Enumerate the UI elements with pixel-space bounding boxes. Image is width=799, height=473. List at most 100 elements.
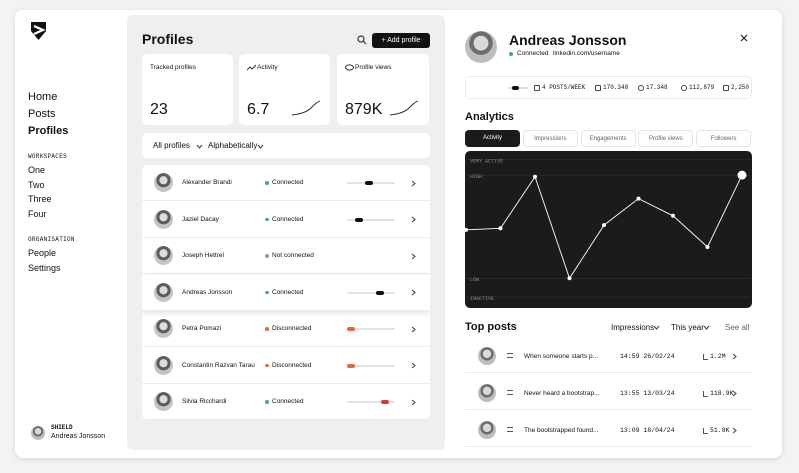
stat-card: Activity 6.7: [239, 54, 330, 125]
stat-icon: [703, 354, 708, 360]
profile-row[interactable]: Jaziel Dacay Connected: [142, 202, 430, 238]
profile-avatar: [154, 246, 173, 265]
nav-item[interactable]: Profiles: [28, 125, 69, 137]
post-date: 13:55 13/03/24: [620, 390, 675, 397]
profile-row[interactable]: Petra Pomazi Disconnected: [142, 311, 430, 347]
progress-track: [347, 401, 395, 403]
stat-icon: [703, 391, 708, 397]
activity-chart: [465, 151, 752, 308]
profile-avatar: [154, 319, 173, 338]
status-dot: [265, 181, 269, 185]
workspace-item[interactable]: Two: [28, 179, 45, 190]
detail-link[interactable]: linkedin.com/username: [553, 50, 620, 57]
post-avatar: [478, 347, 496, 365]
stat-label: Activity: [257, 64, 278, 71]
profile-status: Connected: [272, 215, 304, 223]
stat-value: 6.7: [247, 101, 270, 118]
profile-list: Alexander Brandi Connected Jaziel Dacay Con…: [142, 165, 430, 420]
detail-status: Connected: [517, 50, 549, 57]
post-stat: 51.8K: [710, 427, 730, 434]
see-all-link[interactable]: See all: [725, 323, 750, 332]
stat-card: Tracked profiles 23: [142, 54, 233, 125]
post-avatar: [478, 421, 496, 439]
status-dot: [509, 52, 513, 56]
account-org: SHIELD: [51, 424, 73, 431]
profile-status: Not connected: [272, 252, 314, 259]
profile-status: Disconnected: [272, 325, 312, 332]
post-row[interactable]: [465, 413, 752, 447]
profile-status: Connected: [272, 288, 304, 296]
workspace-item[interactable]: Three: [28, 194, 52, 204]
chevron-line: [732, 353, 737, 360]
profile-row[interactable]: Joseph Hettrel Not connected: [142, 238, 430, 274]
progress-track: [347, 291, 395, 294]
profile-row[interactable]: Andreas Jonsson Connected: [142, 274, 430, 311]
sparkline-path: [291, 100, 321, 116]
detail-stat: 4 POSTS/WEEK: [542, 84, 586, 91]
progress-marker: [381, 400, 389, 404]
profile-row[interactable]: Silvia Ricchardi Connected: [142, 384, 430, 420]
progress-marker: [347, 327, 355, 331]
add-profile-button[interactable]: + Add profile: [372, 33, 430, 48]
profile-row[interactable]: Alexander Brandi Connected: [142, 165, 430, 201]
status-dot: [265, 400, 269, 404]
profile-name: Petra Pomazi: [182, 325, 222, 332]
post-stat: 1.2M: [710, 353, 726, 360]
workspace-item[interactable]: Four: [28, 208, 47, 219]
filter-dropdown[interactable]: All profiles: [153, 141, 190, 150]
profile-avatar: [154, 355, 173, 375]
stat-icon: [345, 64, 354, 71]
icon-line: [345, 64, 354, 71]
row-chevron: [411, 362, 416, 369]
progress-marker: [347, 363, 355, 368]
analytics-tab[interactable]: Impressions: [522, 130, 578, 147]
progress-marker: [365, 181, 373, 185]
dropdown-chevron: [653, 325, 660, 330]
stat-icon: [534, 85, 540, 91]
post-date: 13:09 18/04/24: [620, 427, 675, 434]
progress-track: [347, 218, 395, 221]
post-row[interactable]: [465, 376, 752, 410]
chevron-line: [732, 427, 737, 434]
profile-status: Connected: [272, 179, 304, 186]
post-row[interactable]: [465, 339, 752, 373]
analytics-tab[interactable]: Profile views: [638, 130, 694, 147]
analytics-tab[interactable]: Activity: [465, 130, 520, 147]
chevron-line: [411, 326, 416, 332]
row-chevron: [732, 427, 737, 434]
analytics-tab[interactable]: Engagements: [580, 130, 636, 147]
detail-stat: 170.348: [603, 84, 629, 91]
organisation-item[interactable]: People: [28, 248, 57, 258]
search-icon[interactable]: [357, 35, 367, 45]
stat-icon: [703, 428, 708, 434]
profile-status: Disconnected: [272, 361, 312, 369]
post-stat: 118.9K: [710, 390, 734, 397]
profile-name: Alexander Brandi: [182, 179, 232, 186]
chevron-line: [411, 362, 416, 369]
row-chevron: [411, 216, 416, 223]
close-icon[interactable]: [740, 34, 748, 42]
posts-filter[interactable]: This year: [671, 323, 704, 332]
profile-avatar: [154, 392, 173, 411]
stat-icon: [595, 85, 601, 91]
post-icon: [507, 353, 513, 358]
nav-item[interactable]: Posts: [28, 108, 56, 120]
workspace-item[interactable]: One: [28, 165, 46, 175]
organisation-item[interactable]: Settings: [28, 262, 61, 273]
profile-avatar: [154, 282, 173, 302]
profile-name: Silvia Ricchardi: [182, 398, 227, 405]
profile-name: Constantin Razvan Tarau: [182, 361, 255, 369]
stat-card: Profile views 879K: [337, 54, 429, 125]
posts-filter[interactable]: Impressions: [611, 323, 655, 332]
filter-dropdown[interactable]: Alphabetically: [208, 141, 258, 150]
detail-avatar: [465, 31, 497, 63]
dropdown-chevron: [703, 325, 710, 330]
stat-label: Tracked profiles: [150, 64, 196, 71]
nav-item[interactable]: Home: [28, 91, 58, 103]
post-avatar: [478, 384, 496, 402]
row-chevron: [411, 253, 416, 259]
profile-row[interactable]: Constantin Razvan Tarau Disconnected: [142, 348, 430, 384]
analytics-tab[interactable]: Followers: [696, 130, 752, 147]
chevron-line: [411, 399, 416, 405]
